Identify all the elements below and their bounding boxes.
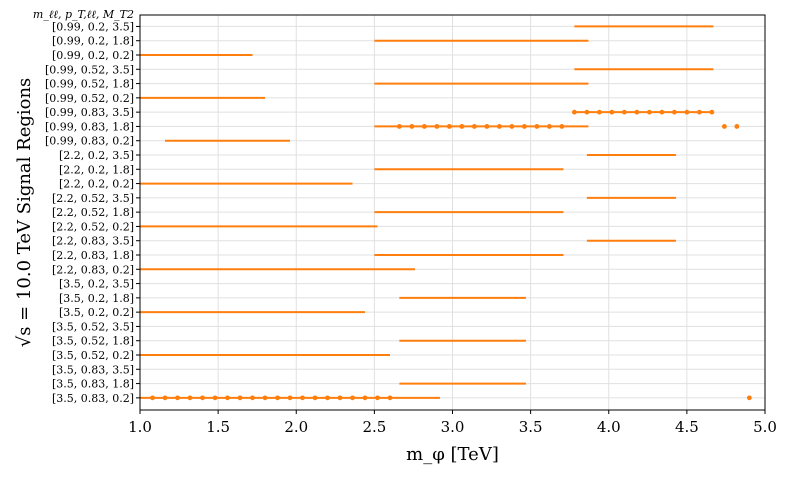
mass-point (446, 124, 452, 129)
mass-point (237, 395, 243, 401)
mass-point (596, 109, 602, 115)
x-axis-label: m_φ [TeV] (406, 444, 499, 465)
y-tick-label: [2.2, 0.2, 1.8] (59, 163, 134, 176)
mass-point (300, 395, 305, 401)
mass-point (684, 109, 690, 115)
mass-point (337, 395, 343, 401)
mass-point (325, 395, 330, 401)
mass-point (571, 109, 577, 115)
y-tick-label: [0.99, 0.2, 0.2] (52, 49, 134, 62)
y-tick-label: [3.5, 0.2, 3.5] (59, 278, 134, 291)
y-tick-label: [2.2, 0.52, 1.8] (52, 206, 134, 219)
mass-point (546, 124, 552, 129)
mass-point (484, 124, 490, 129)
mass-point (212, 395, 218, 401)
mass-point (696, 109, 702, 115)
mass-point (459, 124, 465, 129)
x-tick-label: 1.0 (128, 418, 152, 436)
mass-point (509, 124, 515, 129)
x-tick-label: 1.5 (206, 418, 230, 436)
y-tick-label: [3.5, 0.2, 0.2] (59, 306, 134, 319)
mass-point (521, 124, 527, 129)
y-tick-label: [0.99, 0.52, 0.2] (45, 92, 134, 105)
mass-point (746, 395, 752, 401)
y-tick-label: [0.99, 0.52, 1.8] (45, 78, 134, 91)
top-axis-label: m_ℓℓ, p_T,ℓℓ, M_T2 (33, 8, 134, 21)
y-tick-label: [3.5, 0.83, 0.2] (52, 392, 134, 405)
mass-point (162, 395, 168, 401)
y-tick-label: [2.2, 0.52, 0.2] (52, 220, 134, 233)
mass-point (375, 395, 380, 401)
mass-point (559, 124, 565, 129)
mass-point (409, 124, 415, 129)
mass-point (634, 109, 640, 115)
y-axis-label: √s = 10.0 TeV Signal Regions (14, 78, 35, 348)
y-tick-label: [2.2, 0.83, 1.8] (52, 249, 134, 262)
y-tick-label: [2.2, 0.52, 3.5] (52, 192, 134, 205)
mass-point (584, 109, 590, 115)
x-tick-label: 3.5 (519, 418, 543, 436)
mass-point (396, 124, 402, 129)
y-tick-label: [0.99, 0.2, 3.5] (52, 20, 134, 33)
y-tick-label: [3.5, 0.83, 3.5] (52, 363, 134, 376)
y-tick-label: [0.99, 0.52, 3.5] (45, 63, 134, 76)
mass-point (434, 124, 440, 129)
mass-point (709, 109, 715, 115)
x-tick-label: 2.0 (284, 418, 308, 436)
y-tick-label: [3.5, 0.52, 1.8] (52, 335, 134, 348)
y-tick-label: [2.2, 0.83, 3.5] (52, 235, 134, 248)
y-tick-label: [0.99, 0.2, 1.8] (52, 35, 134, 48)
mass-point (187, 395, 193, 401)
mass-point (175, 395, 180, 401)
x-tick-label: 5.0 (753, 418, 777, 436)
y-tick-label: [2.2, 0.83, 0.2] (52, 263, 134, 276)
mass-point (621, 109, 627, 115)
mass-point (387, 395, 393, 401)
mass-point (262, 395, 268, 401)
mass-point (659, 109, 665, 115)
y-tick-label: [0.99, 0.83, 1.8] (45, 120, 134, 133)
x-tick-label: 3.0 (441, 418, 465, 436)
y-tick-label: [3.5, 0.52, 3.5] (52, 320, 134, 333)
mass-point (350, 395, 355, 401)
y-tick-label: [2.2, 0.2, 3.5] (59, 149, 134, 162)
x-tick-label: 4.0 (597, 418, 621, 436)
y-tick-label: [0.99, 0.83, 3.5] (45, 106, 134, 119)
mass-point (471, 124, 477, 129)
x-tick-label: 4.5 (675, 418, 699, 436)
y-tick-label: [3.5, 0.83, 1.8] (52, 378, 134, 391)
x-axis: 1.0 1.5 2.0 2.5 3.0 3.5 4.0 4.5 5.0 (128, 410, 777, 436)
mass-point (312, 395, 318, 401)
mass-point (721, 124, 727, 129)
mass-point (609, 109, 615, 115)
y-tick-label: [0.99, 0.83, 0.2] (45, 135, 134, 148)
mass-point (362, 395, 368, 401)
mass-point (496, 124, 502, 129)
mass-point (646, 109, 652, 115)
mass-point (225, 395, 230, 401)
mass-point (421, 124, 427, 129)
mass-point (671, 109, 677, 115)
y-tick-label: [3.5, 0.2, 1.8] (59, 292, 134, 305)
mass-point (534, 124, 540, 129)
mass-point (734, 124, 740, 129)
y-tick-label: [3.5, 0.52, 0.2] (52, 349, 134, 362)
y-axis: [0.99, 0.2, 3.5][0.99, 0.2, 1.8][0.99, 0… (45, 20, 140, 405)
x-tick-label: 2.5 (362, 418, 386, 436)
series-layer (140, 25, 752, 401)
mass-point (287, 395, 293, 401)
mass-point (275, 395, 280, 401)
mass-point (200, 395, 205, 401)
y-tick-label: [2.2, 0.2, 0.2] (59, 178, 134, 191)
mass-point (250, 395, 255, 401)
mass-point (150, 395, 155, 401)
